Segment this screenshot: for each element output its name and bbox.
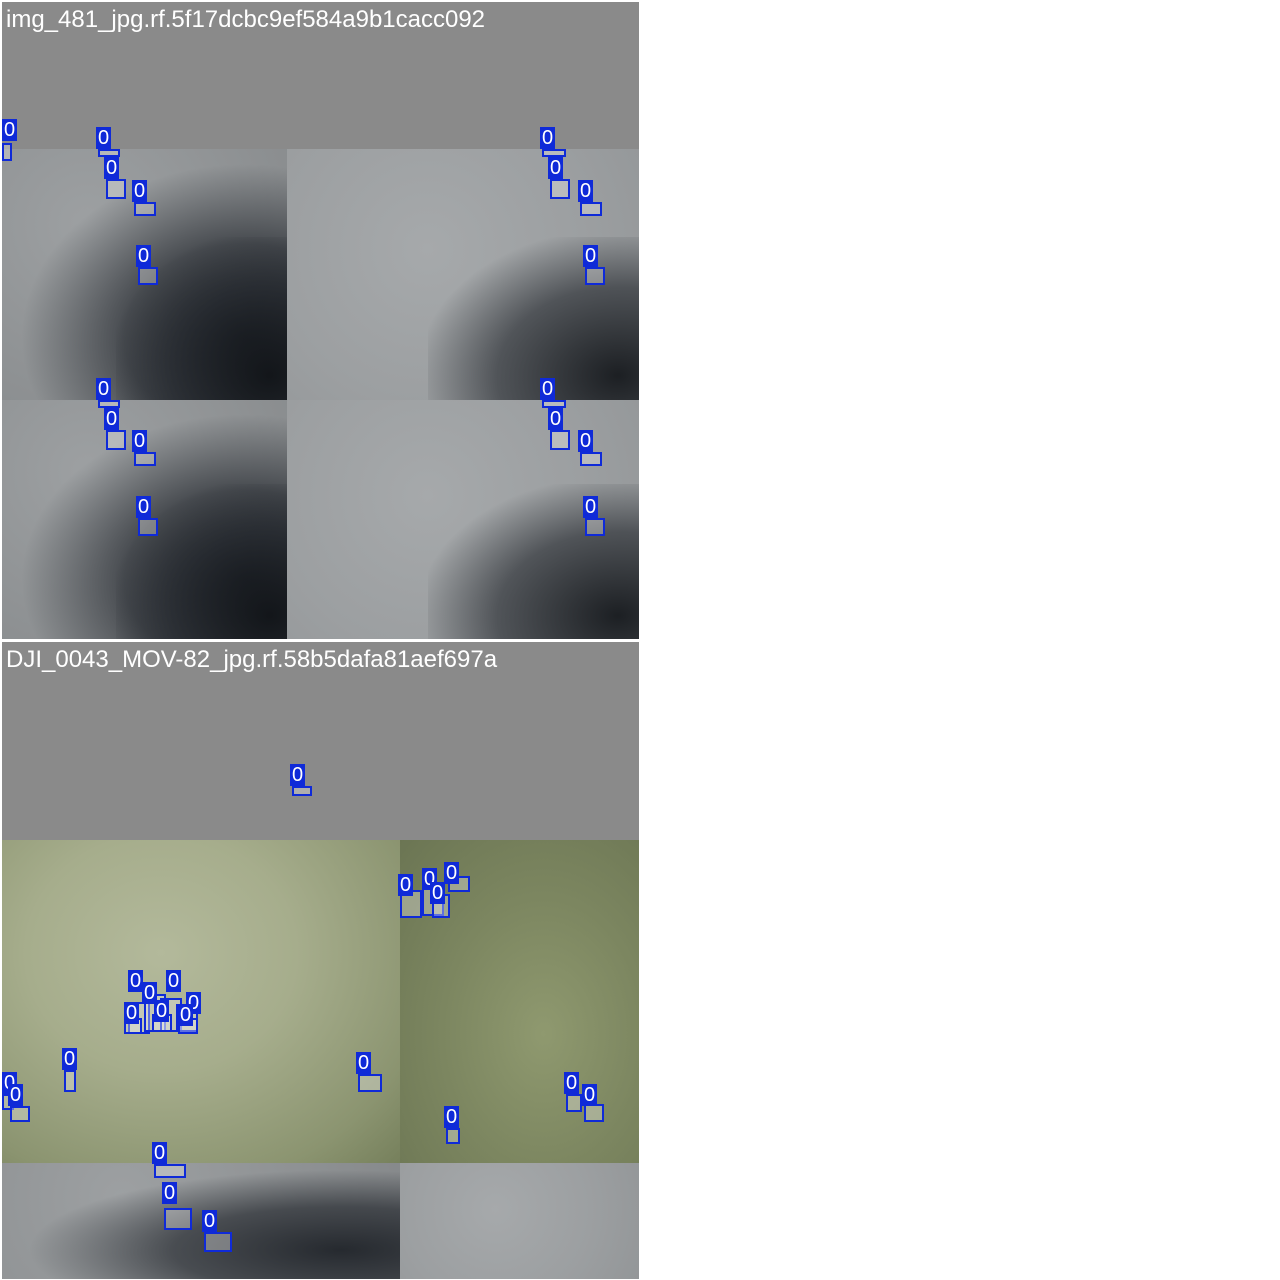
detection-box	[542, 400, 566, 408]
detection-box	[580, 202, 602, 216]
detection-box	[106, 179, 126, 199]
class-label: 0	[540, 127, 556, 149]
class-label: 0	[548, 408, 564, 430]
image-tile	[2, 1163, 400, 1279]
image-tile	[400, 1163, 639, 1279]
class-label: 0	[548, 157, 564, 179]
class-label: 0	[290, 764, 306, 786]
class-label: 0	[152, 1142, 168, 1164]
class-label: 0	[2, 119, 18, 141]
detection-box	[106, 430, 126, 450]
class-label: 0	[202, 1210, 218, 1232]
class-label: 0	[564, 1072, 580, 1094]
image-tile	[287, 149, 639, 401]
detection-box	[585, 518, 605, 536]
detection-box	[550, 430, 570, 450]
detection-box	[164, 1208, 192, 1230]
detection-box	[585, 267, 605, 285]
class-label: 0	[356, 1052, 372, 1074]
detection-box	[10, 1106, 30, 1122]
class-label: 0	[578, 430, 594, 452]
class-label: 0	[96, 378, 112, 400]
detection-box	[566, 1094, 582, 1112]
class-label: 0	[162, 1182, 178, 1204]
detection-box	[154, 1164, 186, 1178]
detection-box	[358, 1074, 382, 1092]
detection-box	[550, 179, 570, 199]
class-label: 0	[8, 1084, 24, 1106]
detection-box	[542, 149, 566, 157]
panel-title: img_481_jpg.rf.5f17dcbc9ef584a9b1cacc092	[6, 6, 486, 33]
class-label: 0	[430, 882, 446, 904]
class-label: 0	[398, 874, 414, 896]
class-label: 0	[104, 408, 120, 430]
detection-box	[446, 1128, 460, 1144]
detection-box	[292, 786, 312, 796]
class-label: 0	[154, 1000, 170, 1022]
detection-box	[64, 1070, 76, 1092]
class-label: 0	[444, 1106, 460, 1128]
class-label: 0	[578, 180, 594, 202]
class-label: 0	[136, 245, 152, 267]
image-panel-2: DJI_0043_MOV-82_jpg.rf.58b5dafa81aef697a…	[2, 642, 639, 1279]
class-label: 0	[583, 245, 599, 267]
detection-box	[2, 143, 12, 161]
class-label: 0	[62, 1048, 78, 1070]
class-label: 0	[136, 496, 152, 518]
class-label: 0	[124, 1002, 140, 1024]
detection-box	[134, 452, 156, 466]
class-label: 0	[104, 157, 120, 179]
detection-box	[580, 452, 602, 466]
image-panel-1: img_481_jpg.rf.5f17dcbc9ef584a9b1cacc092…	[2, 2, 639, 639]
detection-box	[584, 1104, 604, 1122]
class-label: 0	[582, 1084, 598, 1106]
detection-box	[138, 267, 158, 285]
detection-box	[98, 149, 120, 157]
class-label: 0	[128, 970, 144, 992]
class-label: 0	[166, 970, 182, 992]
detection-box	[134, 202, 156, 216]
class-label: 0	[142, 982, 158, 1004]
class-label: 0	[540, 378, 556, 400]
class-label: 0	[178, 1004, 194, 1026]
detection-box	[98, 400, 120, 408]
class-label: 0	[96, 127, 112, 149]
detection-box	[204, 1232, 232, 1252]
class-label: 0	[444, 862, 460, 884]
class-label: 0	[132, 180, 148, 202]
panel-title: DJI_0043_MOV-82_jpg.rf.58b5dafa81aef697a	[6, 646, 498, 673]
class-label: 0	[583, 496, 599, 518]
class-label: 0	[132, 430, 148, 452]
detection-box	[138, 518, 158, 536]
